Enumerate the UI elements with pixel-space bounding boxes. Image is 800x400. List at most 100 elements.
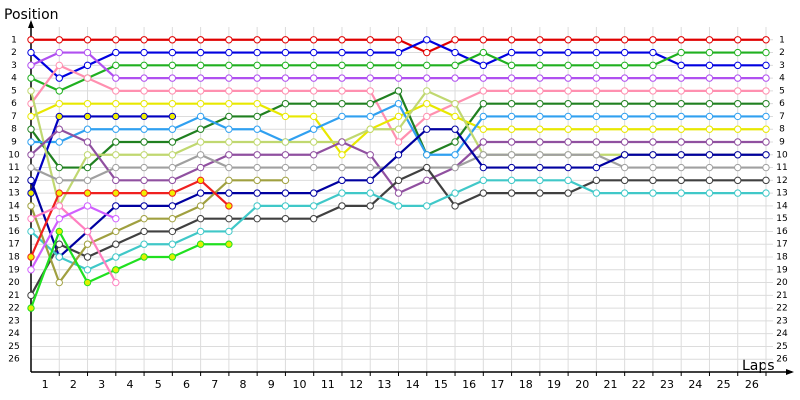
lap-marker [423, 163, 431, 172]
x-tick-label: 13 [377, 378, 391, 391]
lap-marker [762, 189, 770, 197]
lap-marker [140, 125, 148, 133]
lap-marker [507, 87, 516, 95]
lap-marker [507, 189, 516, 197]
lap-marker [677, 189, 685, 197]
x-tick-label: 14 [406, 378, 420, 391]
lap-marker [705, 61, 714, 70]
lap-marker [140, 87, 148, 95]
lap-marker [338, 36, 346, 44]
lap-marker [734, 36, 742, 44]
lap-marker [507, 48, 516, 57]
x-tick-label: 6 [183, 378, 190, 391]
lap-marker [27, 36, 35, 44]
lap-marker [196, 48, 205, 57]
lap-marker [140, 202, 148, 210]
y-tick-label: 6 [11, 99, 17, 109]
lap-marker [507, 99, 516, 108]
lap-marker [423, 125, 431, 133]
lap-marker [196, 240, 205, 248]
lap-marker [196, 189, 205, 197]
lap-marker [592, 99, 601, 108]
lap-marker [705, 36, 714, 44]
lap-marker [564, 125, 572, 133]
lap-marker [705, 163, 714, 172]
lap-marker [225, 214, 233, 223]
lap-marker [705, 99, 714, 108]
lap-marker [281, 36, 290, 44]
y-tick-label: 22 [8, 304, 19, 314]
lap-marker [592, 176, 601, 185]
lap-marker [592, 61, 601, 70]
y-tick-label-right: 18 [776, 253, 788, 263]
y-tick-label: 12 [8, 176, 19, 186]
lap-marker [620, 176, 629, 185]
lap-marker [83, 176, 92, 185]
y-tick-label-right: 26 [776, 355, 788, 365]
lap-marker [112, 112, 120, 121]
lap-marker [394, 125, 403, 133]
lap-marker [281, 87, 290, 95]
lap-marker [394, 202, 403, 210]
lap-marker [451, 151, 459, 159]
lap-marker [451, 74, 459, 82]
lap-marker [536, 61, 544, 70]
lap-marker [762, 87, 770, 95]
lap-marker [423, 176, 431, 185]
lap-marker [394, 163, 403, 172]
lap-marker [83, 48, 92, 57]
lap-marker [168, 227, 177, 236]
lap-marker [55, 240, 63, 248]
y-tick-label-right: 15 [776, 214, 787, 224]
lap-marker [338, 74, 346, 82]
lap-marker [338, 99, 346, 108]
lap-marker [112, 214, 120, 223]
lap-marker [394, 189, 403, 197]
lap-marker [83, 125, 92, 133]
lap-marker [677, 74, 685, 82]
lap-marker [705, 151, 714, 159]
lap-marker [112, 48, 120, 57]
lap-marker [309, 189, 318, 197]
lap-marker [225, 112, 233, 121]
lap-marker [394, 112, 403, 121]
lap-marker [168, 99, 177, 108]
lap-marker [705, 125, 714, 133]
lap-marker [734, 163, 742, 172]
y-tick-label-right: 11 [776, 163, 787, 173]
y-tick-label-right: 8 [779, 125, 785, 135]
lap-marker [479, 36, 488, 44]
lap-marker [55, 112, 63, 121]
lap-marker [451, 202, 459, 210]
lap-marker [564, 61, 572, 70]
lap-marker [112, 240, 120, 248]
lap-marker [281, 48, 290, 57]
lap-marker [225, 240, 233, 248]
lap-marker [479, 138, 488, 146]
lap-marker [592, 189, 601, 197]
lap-marker [83, 266, 92, 274]
lap-marker [27, 176, 35, 185]
lap-marker [564, 74, 572, 82]
lap-marker [564, 48, 572, 57]
lap-marker [196, 36, 205, 44]
y-tick-label: 3 [11, 61, 17, 71]
lap-marker [27, 214, 35, 223]
lap-marker [507, 138, 516, 146]
lap-marker [451, 99, 459, 108]
lap-marker [451, 36, 459, 44]
x-axis-arrow [786, 369, 794, 375]
lap-marker [27, 291, 35, 300]
lap-marker [366, 176, 374, 185]
lap-marker [620, 125, 629, 133]
lap-marker [55, 61, 63, 70]
lap-marker [677, 163, 685, 172]
lap-marker [649, 112, 657, 121]
lap-marker [27, 112, 35, 121]
lap-marker [196, 87, 205, 95]
lap-marker [592, 163, 601, 172]
lap-marker [253, 189, 261, 197]
lap-marker [734, 138, 742, 146]
lap-marker [338, 87, 346, 95]
lap-marker [338, 189, 346, 197]
